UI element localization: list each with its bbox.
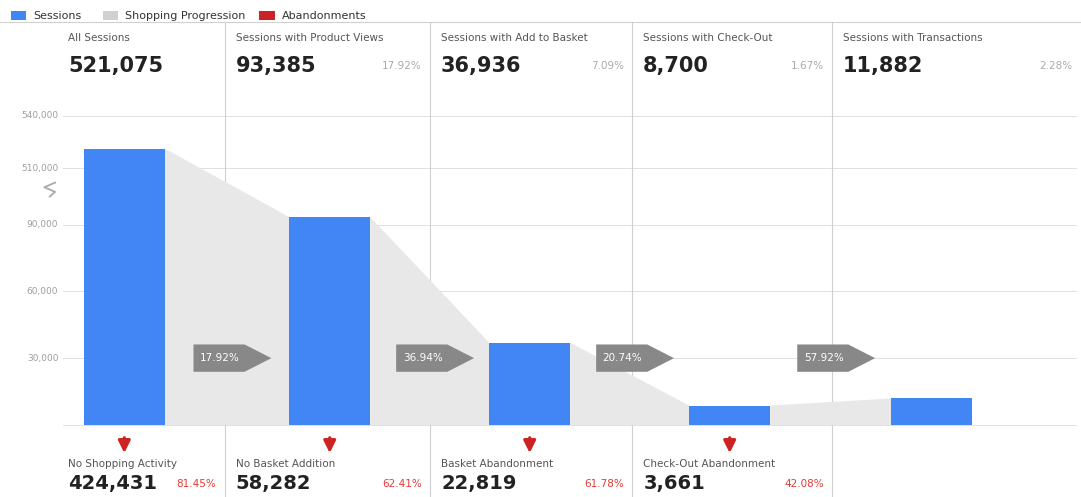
Text: 17.92%: 17.92% bbox=[382, 61, 422, 71]
Bar bbox=[259, 11, 275, 20]
Bar bbox=[84, 149, 165, 425]
Text: 540,000: 540,000 bbox=[22, 111, 58, 120]
Polygon shape bbox=[396, 344, 473, 372]
Text: 42.08%: 42.08% bbox=[784, 479, 824, 489]
Text: 1.67%: 1.67% bbox=[790, 61, 824, 71]
Polygon shape bbox=[798, 344, 876, 372]
Text: 90,000: 90,000 bbox=[27, 220, 58, 229]
Bar bbox=[891, 399, 973, 425]
Text: 8,700: 8,700 bbox=[643, 56, 709, 76]
Text: All Sessions: All Sessions bbox=[68, 33, 130, 43]
Polygon shape bbox=[597, 344, 675, 372]
Text: Shopping Progression: Shopping Progression bbox=[125, 11, 245, 21]
Bar bbox=[290, 217, 371, 425]
Text: 521,075: 521,075 bbox=[68, 56, 163, 76]
Text: No Basket Addition: No Basket Addition bbox=[236, 459, 335, 469]
Text: 62.41%: 62.41% bbox=[382, 479, 422, 489]
Polygon shape bbox=[571, 343, 690, 425]
Bar bbox=[11, 11, 26, 20]
Text: Check-Out Abandonment: Check-Out Abandonment bbox=[643, 459, 775, 469]
Text: 7.09%: 7.09% bbox=[590, 61, 624, 71]
Text: 36.94%: 36.94% bbox=[403, 353, 442, 363]
Text: 81.45%: 81.45% bbox=[176, 479, 216, 489]
Text: 57.92%: 57.92% bbox=[803, 353, 843, 363]
Text: 2.28%: 2.28% bbox=[1039, 61, 1072, 71]
Text: 17.92%: 17.92% bbox=[200, 353, 240, 363]
Text: 61.78%: 61.78% bbox=[584, 479, 624, 489]
Text: Sessions: Sessions bbox=[34, 11, 82, 21]
Polygon shape bbox=[164, 149, 290, 425]
Bar bbox=[690, 406, 770, 425]
Text: 60,000: 60,000 bbox=[27, 287, 58, 296]
Bar bbox=[103, 11, 118, 20]
Text: No Shopping Activity: No Shopping Activity bbox=[68, 459, 177, 469]
Text: 510,000: 510,000 bbox=[22, 164, 58, 172]
Text: 58,282: 58,282 bbox=[236, 474, 311, 493]
Text: Abandonments: Abandonments bbox=[282, 11, 366, 21]
Text: 22,819: 22,819 bbox=[441, 474, 517, 493]
Polygon shape bbox=[770, 399, 891, 425]
Text: Sessions with Transactions: Sessions with Transactions bbox=[843, 33, 983, 43]
Text: 3,661: 3,661 bbox=[643, 474, 705, 493]
Text: Sessions with Check-Out: Sessions with Check-Out bbox=[643, 33, 773, 43]
Text: 36,936: 36,936 bbox=[441, 56, 521, 76]
Text: Sessions with Product Views: Sessions with Product Views bbox=[236, 33, 383, 43]
Text: Sessions with Add to Basket: Sessions with Add to Basket bbox=[441, 33, 588, 43]
Text: 11,882: 11,882 bbox=[843, 56, 923, 76]
Text: 30,000: 30,000 bbox=[27, 354, 58, 363]
Text: 20.74%: 20.74% bbox=[603, 353, 642, 363]
Text: Basket Abandonment: Basket Abandonment bbox=[441, 459, 553, 469]
Polygon shape bbox=[370, 217, 490, 425]
Text: 93,385: 93,385 bbox=[236, 56, 317, 76]
Text: 424,431: 424,431 bbox=[68, 474, 157, 493]
Polygon shape bbox=[193, 344, 271, 372]
Bar bbox=[490, 343, 571, 425]
